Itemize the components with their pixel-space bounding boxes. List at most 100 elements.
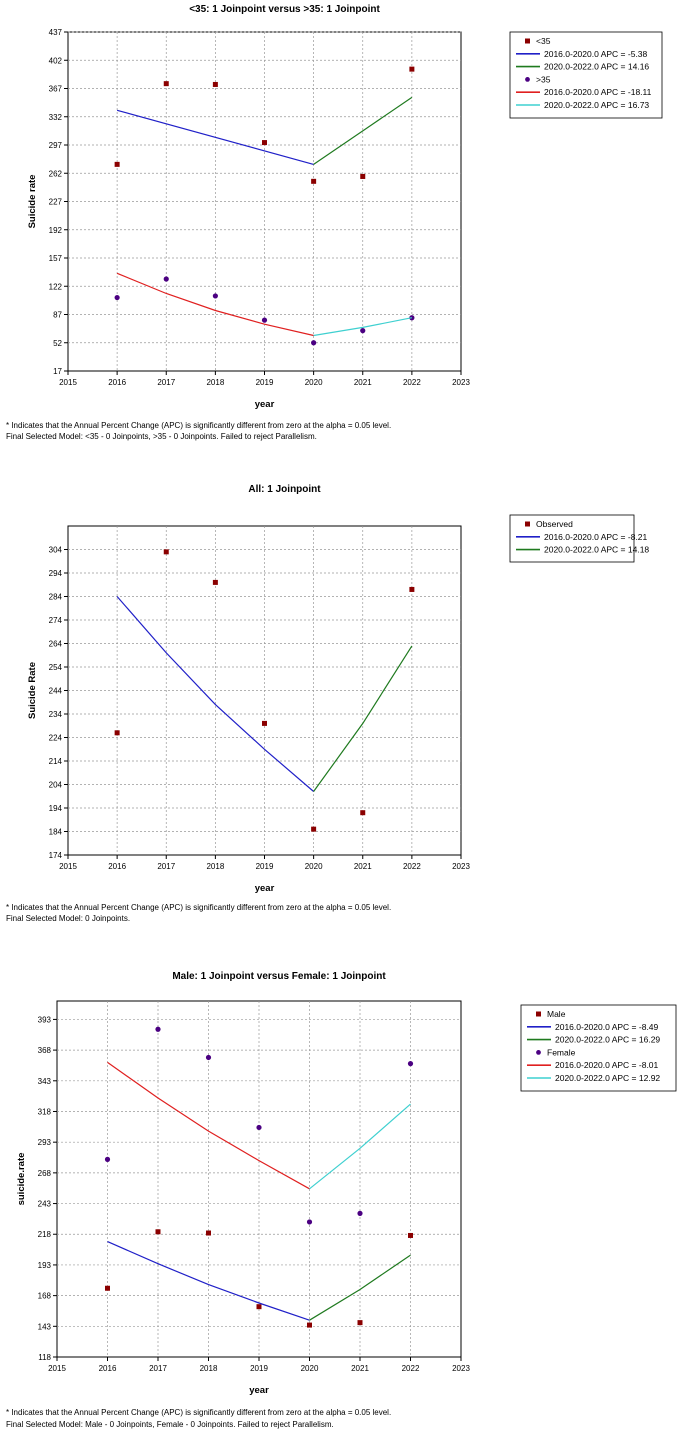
y-tick-label: 274: [49, 616, 63, 625]
series-line: [116, 596, 314, 792]
data-point: [212, 293, 218, 299]
data-point: [104, 1156, 111, 1162]
data-point: [114, 161, 120, 167]
data-point: [114, 294, 120, 301]
legend-label: 2020.0-2022.0 APC = 16.29: [555, 1035, 660, 1045]
data-point: [311, 340, 317, 346]
y-tick-label: 122: [49, 282, 63, 291]
series-line: [116, 109, 314, 165]
y-tick-label: 224: [49, 734, 63, 743]
data-point: [360, 328, 366, 334]
footnote-line: Final Selected Model: Male - 0 Joinpoint…: [6, 1420, 334, 1429]
data-point: [212, 81, 218, 87]
x-tick-label: 2015: [48, 1364, 66, 1373]
x-tick-label: 2021: [354, 862, 372, 871]
y-tick-label: 174: [49, 851, 63, 860]
y-tick-label: 294: [49, 569, 63, 578]
footnote-line: * Indicates that the Annual Percent Chan…: [6, 903, 391, 912]
y-tick-label: 118: [38, 1353, 51, 1362]
chart-title: Male: 1 Joinpoint versus Female: 1 Joinp…: [172, 971, 386, 982]
data-point: [155, 1026, 161, 1032]
x-tick-label: 2022: [403, 862, 421, 871]
footnote-line: * Indicates that the Annual Percent Chan…: [6, 421, 391, 430]
x-tick-label: 2020: [305, 862, 323, 871]
footnote-line: Final Selected Model: <35 - 0 Joinpoints…: [6, 432, 317, 441]
x-tick-label: 2022: [402, 1364, 420, 1373]
data-point: [409, 586, 415, 592]
y-axis-label: Suicide Rate: [27, 662, 38, 719]
series-line: [309, 1254, 411, 1321]
x-tick-label: 2017: [157, 378, 175, 387]
chart-title: <35: 1 Joinpoint versus >35: 1 Joinpoint: [189, 4, 380, 15]
y-tick-label: 304: [49, 546, 63, 555]
legend-label: 2016.0-2020.0 APC = -8.01: [555, 1060, 659, 1070]
legend-box: [509, 31, 663, 119]
y-axis-label: Suicide rate: [27, 175, 38, 229]
x-tick-label: 2017: [149, 1364, 167, 1373]
y-tick-label: 157: [49, 254, 63, 263]
data-point: [206, 1230, 211, 1236]
data-point: [114, 730, 120, 736]
data-point: [357, 1210, 363, 1216]
legend-label: 2020.0-2022.0 APC = 14.18: [544, 545, 649, 555]
x-tick-label: 2022: [403, 378, 421, 387]
footnote-line: Final Selected Model: 0 Joinpoints.: [6, 914, 130, 923]
x-tick-label: 2015: [59, 862, 77, 871]
y-tick-label: 367: [49, 85, 63, 94]
data-point: [155, 1229, 161, 1235]
y-tick-label: 17: [53, 367, 62, 376]
x-tick-label: 2023: [452, 1364, 470, 1373]
legend-label: Male: [547, 1009, 566, 1019]
series-line: [107, 1241, 310, 1321]
y-tick-label: 437: [49, 28, 63, 37]
footnote-line: * Indicates that the Annual Percent Chan…: [6, 1408, 391, 1417]
data-point: [311, 178, 317, 184]
data-point: [163, 276, 169, 282]
legend: <35 2016.0-2020.0 APC = -5.38 2020.0-2022.…: [509, 31, 663, 119]
y-axis-label: suicide.rate: [16, 1153, 27, 1206]
legend-label: 2020.0-2022.0 APC = 16.73: [544, 100, 649, 110]
legend-swatch-square: [525, 521, 530, 527]
chart-3: Male: 1 Joinpoint versus Female: 1 Joinp…: [6, 971, 677, 1429]
data-point: [407, 1061, 414, 1067]
x-tick-label: 2016: [108, 862, 126, 871]
chart-2: All: 1 Joinpoint 2015 2016 2017 2018 2019 2020…: [6, 484, 649, 923]
y-tick-label: 293: [38, 1138, 52, 1147]
data-point: [262, 720, 267, 726]
y-tick-label: 227: [49, 198, 63, 207]
y-tick-label: 184: [49, 828, 63, 837]
x-axis-label: year: [249, 1385, 269, 1396]
x-tick-label: 2020: [305, 378, 323, 387]
y-tick-label: 193: [38, 1261, 52, 1270]
data-point: [306, 1219, 313, 1225]
legend-label: 2016.0-2020.0 APC = -8.21: [544, 532, 648, 542]
legend-swatch-circle: [525, 77, 530, 82]
x-tick-label: 2018: [200, 1364, 218, 1373]
y-tick-label: 264: [49, 640, 63, 649]
legend-label: 2016.0-2020.0 APC = -18.11: [544, 87, 652, 97]
data-point: [408, 1232, 413, 1238]
data-point: [212, 579, 218, 585]
y-tick-label: 318: [38, 1107, 52, 1116]
data-point: [256, 1124, 262, 1131]
legend-label: 2016.0-2020.0 APC = -5.38: [544, 49, 648, 59]
x-axis-label: year: [255, 883, 275, 894]
legend-box: [509, 514, 635, 563]
series-line: [313, 96, 413, 165]
y-tick-label: 368: [38, 1046, 52, 1055]
series-line: [313, 645, 413, 792]
y-tick-label: 87: [53, 311, 62, 320]
legend-label: >35: [536, 74, 551, 84]
y-tick-label: 254: [49, 663, 63, 672]
x-tick-label: 2015: [59, 378, 77, 387]
legend-label: 2016.0-2020.0 APC = -8.49: [555, 1022, 659, 1032]
legend-swatch-circle: [536, 1050, 541, 1055]
data-point: [360, 173, 366, 179]
chart-title: All: 1 Joinpoint: [248, 484, 321, 495]
x-tick-label: 2023: [452, 378, 470, 387]
data-point: [163, 549, 169, 555]
data-point: [262, 140, 267, 146]
y-tick-label: 262: [49, 169, 63, 178]
y-tick-label: 52: [53, 339, 62, 348]
